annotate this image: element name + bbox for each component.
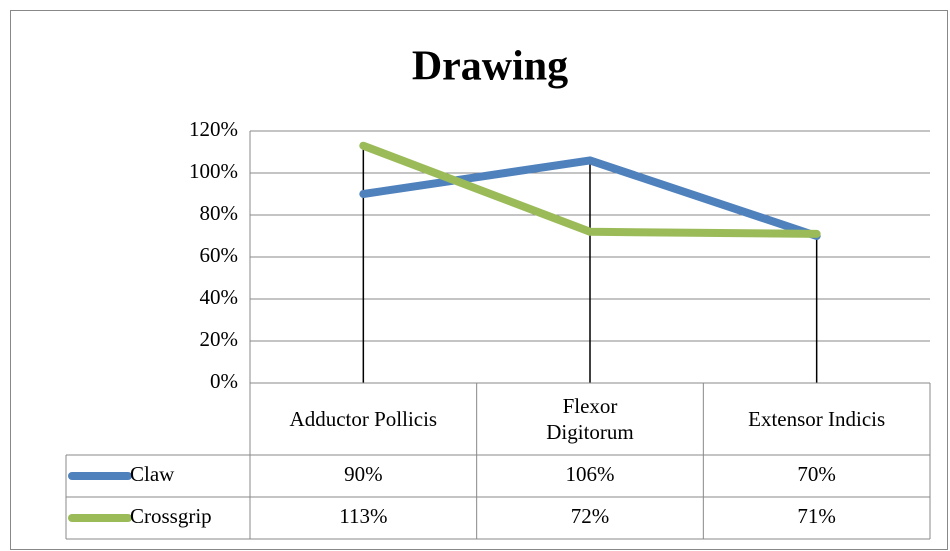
y-tick-label: 0% [210,369,238,393]
legend-label: Claw [130,462,175,486]
y-tick-label: 20% [200,327,239,351]
legend-label: Crossgrip [130,504,212,528]
x-tick-label: Flexor Digitorum [477,383,704,455]
y-tick-label: 100% [189,159,238,183]
y-tick-label: 80% [200,201,239,225]
x-tick-label: Extensor Indicis [703,383,930,455]
x-tick-label: Adductor Pollicis [250,383,477,455]
series-line [359,141,821,238]
y-tick-label: 60% [200,243,239,267]
category-text: Flexor Digitorum [546,394,634,444]
y-tick-label: 120% [189,117,238,141]
table-value: 70% [797,462,836,486]
table-value: 71% [797,504,836,528]
table-value: 106% [566,462,615,486]
category-text: Extensor Indicis [748,407,886,431]
chart-title: Drawing [412,44,568,90]
chart-border [10,10,948,550]
table-value: 72% [571,504,610,528]
table-value: 113% [339,504,387,528]
table-value: 90% [344,462,383,486]
category-text: Adductor Pollicis [289,407,438,431]
y-tick-label: 40% [200,285,239,309]
series-line [359,156,821,240]
